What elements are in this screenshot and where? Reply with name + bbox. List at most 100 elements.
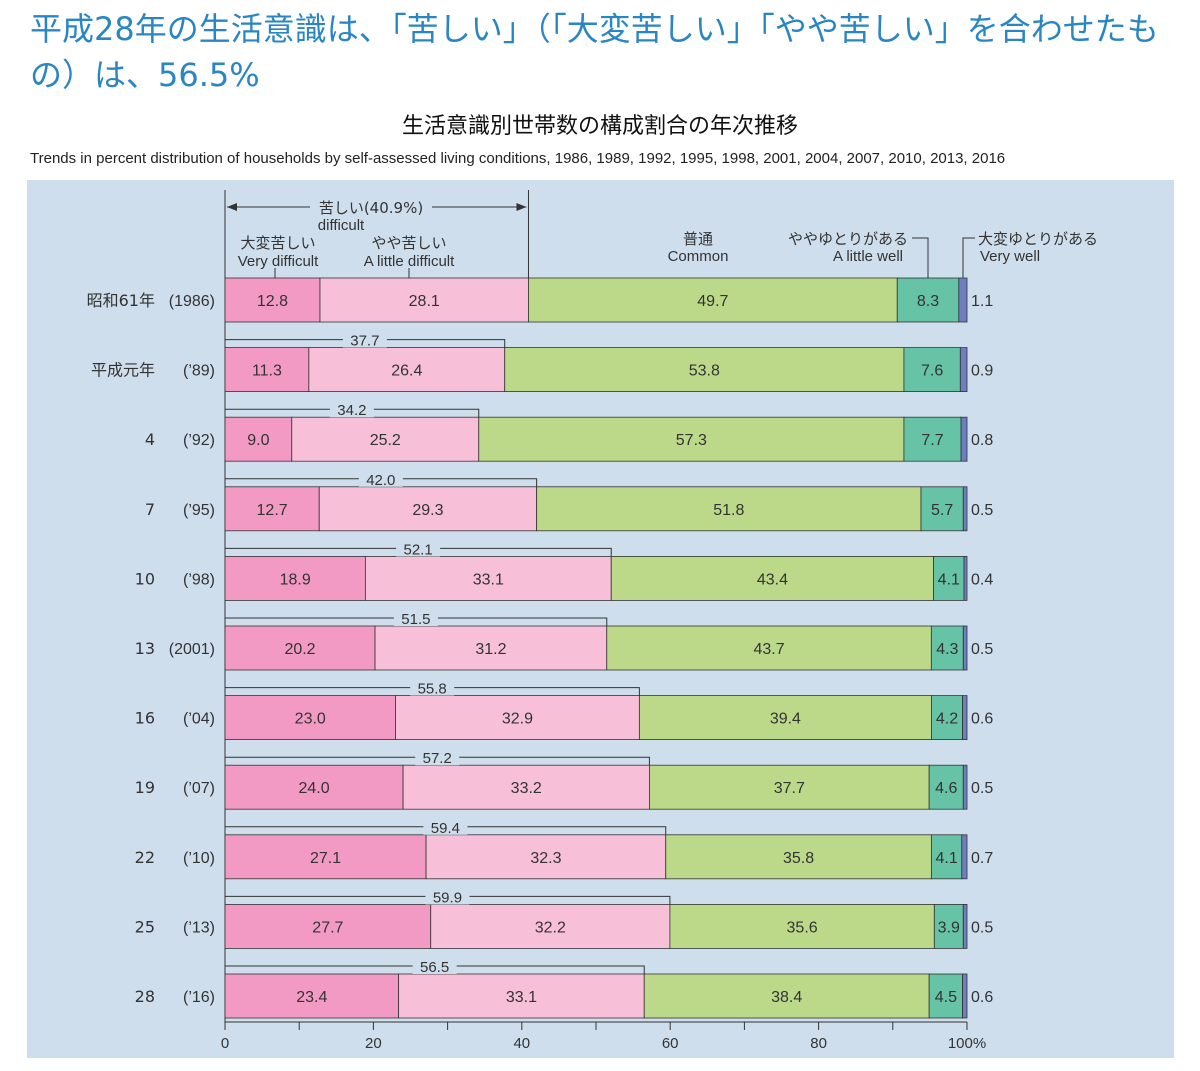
row-era-label: 7 (145, 500, 155, 519)
difficult-total-label: 59.4 (431, 820, 460, 837)
bar-segment-a-little-well (930, 625, 964, 671)
legend-little-well-en: A little well (833, 248, 903, 265)
x-tick-label: 60 (662, 1035, 679, 1052)
difficult-total-label: 37.7 (350, 333, 379, 350)
row-era-label: 平成元年 (91, 361, 155, 380)
bar-value-label: 23.0 (295, 711, 326, 728)
legend-little-well-jp: ややゆとりがある (788, 230, 908, 248)
difficult-total-label-bg (410, 679, 455, 696)
difficult-total-label: 52.1 (404, 541, 433, 558)
row-year-label: (’95) (183, 502, 215, 519)
bar-value-label: 53.8 (689, 363, 720, 380)
row-era-label: 10 (135, 569, 155, 588)
bar-segment-a-little-well (920, 486, 964, 532)
bar-value-label: 26.4 (391, 363, 422, 380)
bar-segment-very-difficult (224, 347, 310, 393)
bar-segment-very-well (962, 625, 968, 671)
legend-arrowhead-right (516, 203, 527, 211)
legend-common-jp: 普通 (683, 230, 713, 248)
bar-value-label: 0.8 (971, 432, 993, 449)
row-year-label: (’16) (183, 989, 215, 1006)
difficult-total-label-bg (329, 401, 374, 418)
bar-value-label: 35.8 (783, 850, 814, 867)
row-era-label: 28 (135, 987, 155, 1006)
x-tick-label: 100% (948, 1035, 986, 1052)
difficult-total-label: 56.5 (420, 959, 449, 976)
row-era-label: 13 (135, 639, 155, 658)
bar-value-label: 29.3 (412, 502, 443, 519)
bar-segment-a-little-well (933, 904, 964, 949)
legend-difficult-jp: 苦しい(40.9%) (319, 199, 423, 217)
bar-segment-a-little-well (903, 416, 962, 462)
row-year-label: (’92) (183, 432, 215, 449)
bar-value-label: 5.7 (931, 502, 953, 519)
legend-pointer (962, 237, 975, 278)
bar-segment-very-well (959, 347, 968, 393)
bar-segment-a-little-well (931, 695, 963, 740)
legend-common-en: Common (668, 248, 729, 265)
bar-value-label: 51.8 (713, 502, 744, 519)
row-era-label: 昭和61年 (87, 291, 155, 310)
bar-segment-very-difficult (224, 764, 404, 810)
bar-value-label: 4.5 (935, 989, 957, 1006)
bar-segment-a-little-difficult (425, 834, 667, 880)
row-era-label: 25 (135, 917, 155, 936)
bar-segment-a-little-difficult (319, 277, 529, 323)
bar-value-label: 20.2 (284, 641, 315, 658)
x-tick-label: 40 (513, 1035, 530, 1052)
difficult-total-label: 42.0 (366, 472, 395, 489)
bar-value-label: 24.0 (298, 780, 329, 797)
bar-value-label: 11.3 (252, 363, 282, 380)
bar-value-label: 4.1 (935, 850, 957, 867)
difficult-total-label-bg (423, 818, 468, 835)
legend-very-difficult-en: Very difficult (238, 253, 319, 270)
bar-segment-a-little-difficult (398, 973, 645, 1019)
bar-value-label: 0.9 (971, 363, 993, 380)
row-year-label: (’98) (183, 571, 215, 588)
difficult-total-label: 55.8 (418, 681, 447, 698)
legend-very-well-en: Very well (980, 248, 1040, 265)
bar-segment-very-difficult (224, 556, 366, 601)
row-year-label: (2001) (169, 641, 215, 658)
legend-little-difficult-en: A little difficult (364, 253, 455, 270)
bar-value-label: 57.3 (676, 432, 707, 449)
bar-segment-very-difficult (224, 277, 321, 323)
bar-segment-a-little-difficult (395, 695, 640, 740)
legend-very-difficult-jp: 大変苦しい (240, 234, 315, 252)
bar-segment-common (478, 416, 905, 462)
row-era-label: 22 (135, 848, 155, 867)
bar-value-label: 32.9 (502, 711, 533, 728)
bar-value-label: 33.1 (506, 989, 537, 1006)
bar-value-label: 32.3 (530, 850, 561, 867)
x-tick-label: 20 (365, 1035, 382, 1052)
bar-value-label: 49.7 (697, 293, 728, 310)
bar-value-label: 0.5 (971, 780, 993, 797)
bar-value-label: 18.9 (280, 571, 311, 588)
bar-value-label: 39.4 (770, 711, 801, 728)
bar-value-label: 4.6 (935, 780, 957, 797)
bar-segment-common (665, 834, 932, 880)
bar-segment-very-well (962, 695, 968, 740)
bar-segment-a-little-well (903, 347, 961, 393)
difficult-total-label-bg (358, 470, 403, 487)
bar-segment-very-well (961, 834, 968, 880)
bar-value-label: 33.2 (511, 780, 542, 797)
bar-value-label: 0.5 (971, 502, 993, 519)
bar-segment-common (610, 556, 934, 601)
chart-subtitle: Trends in percent distribution of househ… (30, 150, 1006, 167)
bar-value-label: 35.6 (787, 919, 818, 936)
bar-segment-common (536, 486, 922, 532)
bar-value-label: 33.1 (473, 571, 504, 588)
bar-segment-very-difficult (224, 416, 293, 462)
bar-segment-very-well (962, 486, 968, 532)
bar-value-label: 1.1 (971, 293, 993, 310)
bar-value-label: 9.0 (247, 432, 269, 449)
bar-value-label: 12.7 (257, 502, 288, 519)
bar-value-label: 4.1 (938, 571, 960, 588)
difficult-total-label: 59.9 (433, 889, 462, 906)
bar-value-label: 38.4 (771, 989, 802, 1006)
bar-segment-very-well (962, 904, 968, 949)
bar-segment-a-little-well (896, 277, 960, 323)
row-year-label: (’89) (183, 363, 215, 380)
